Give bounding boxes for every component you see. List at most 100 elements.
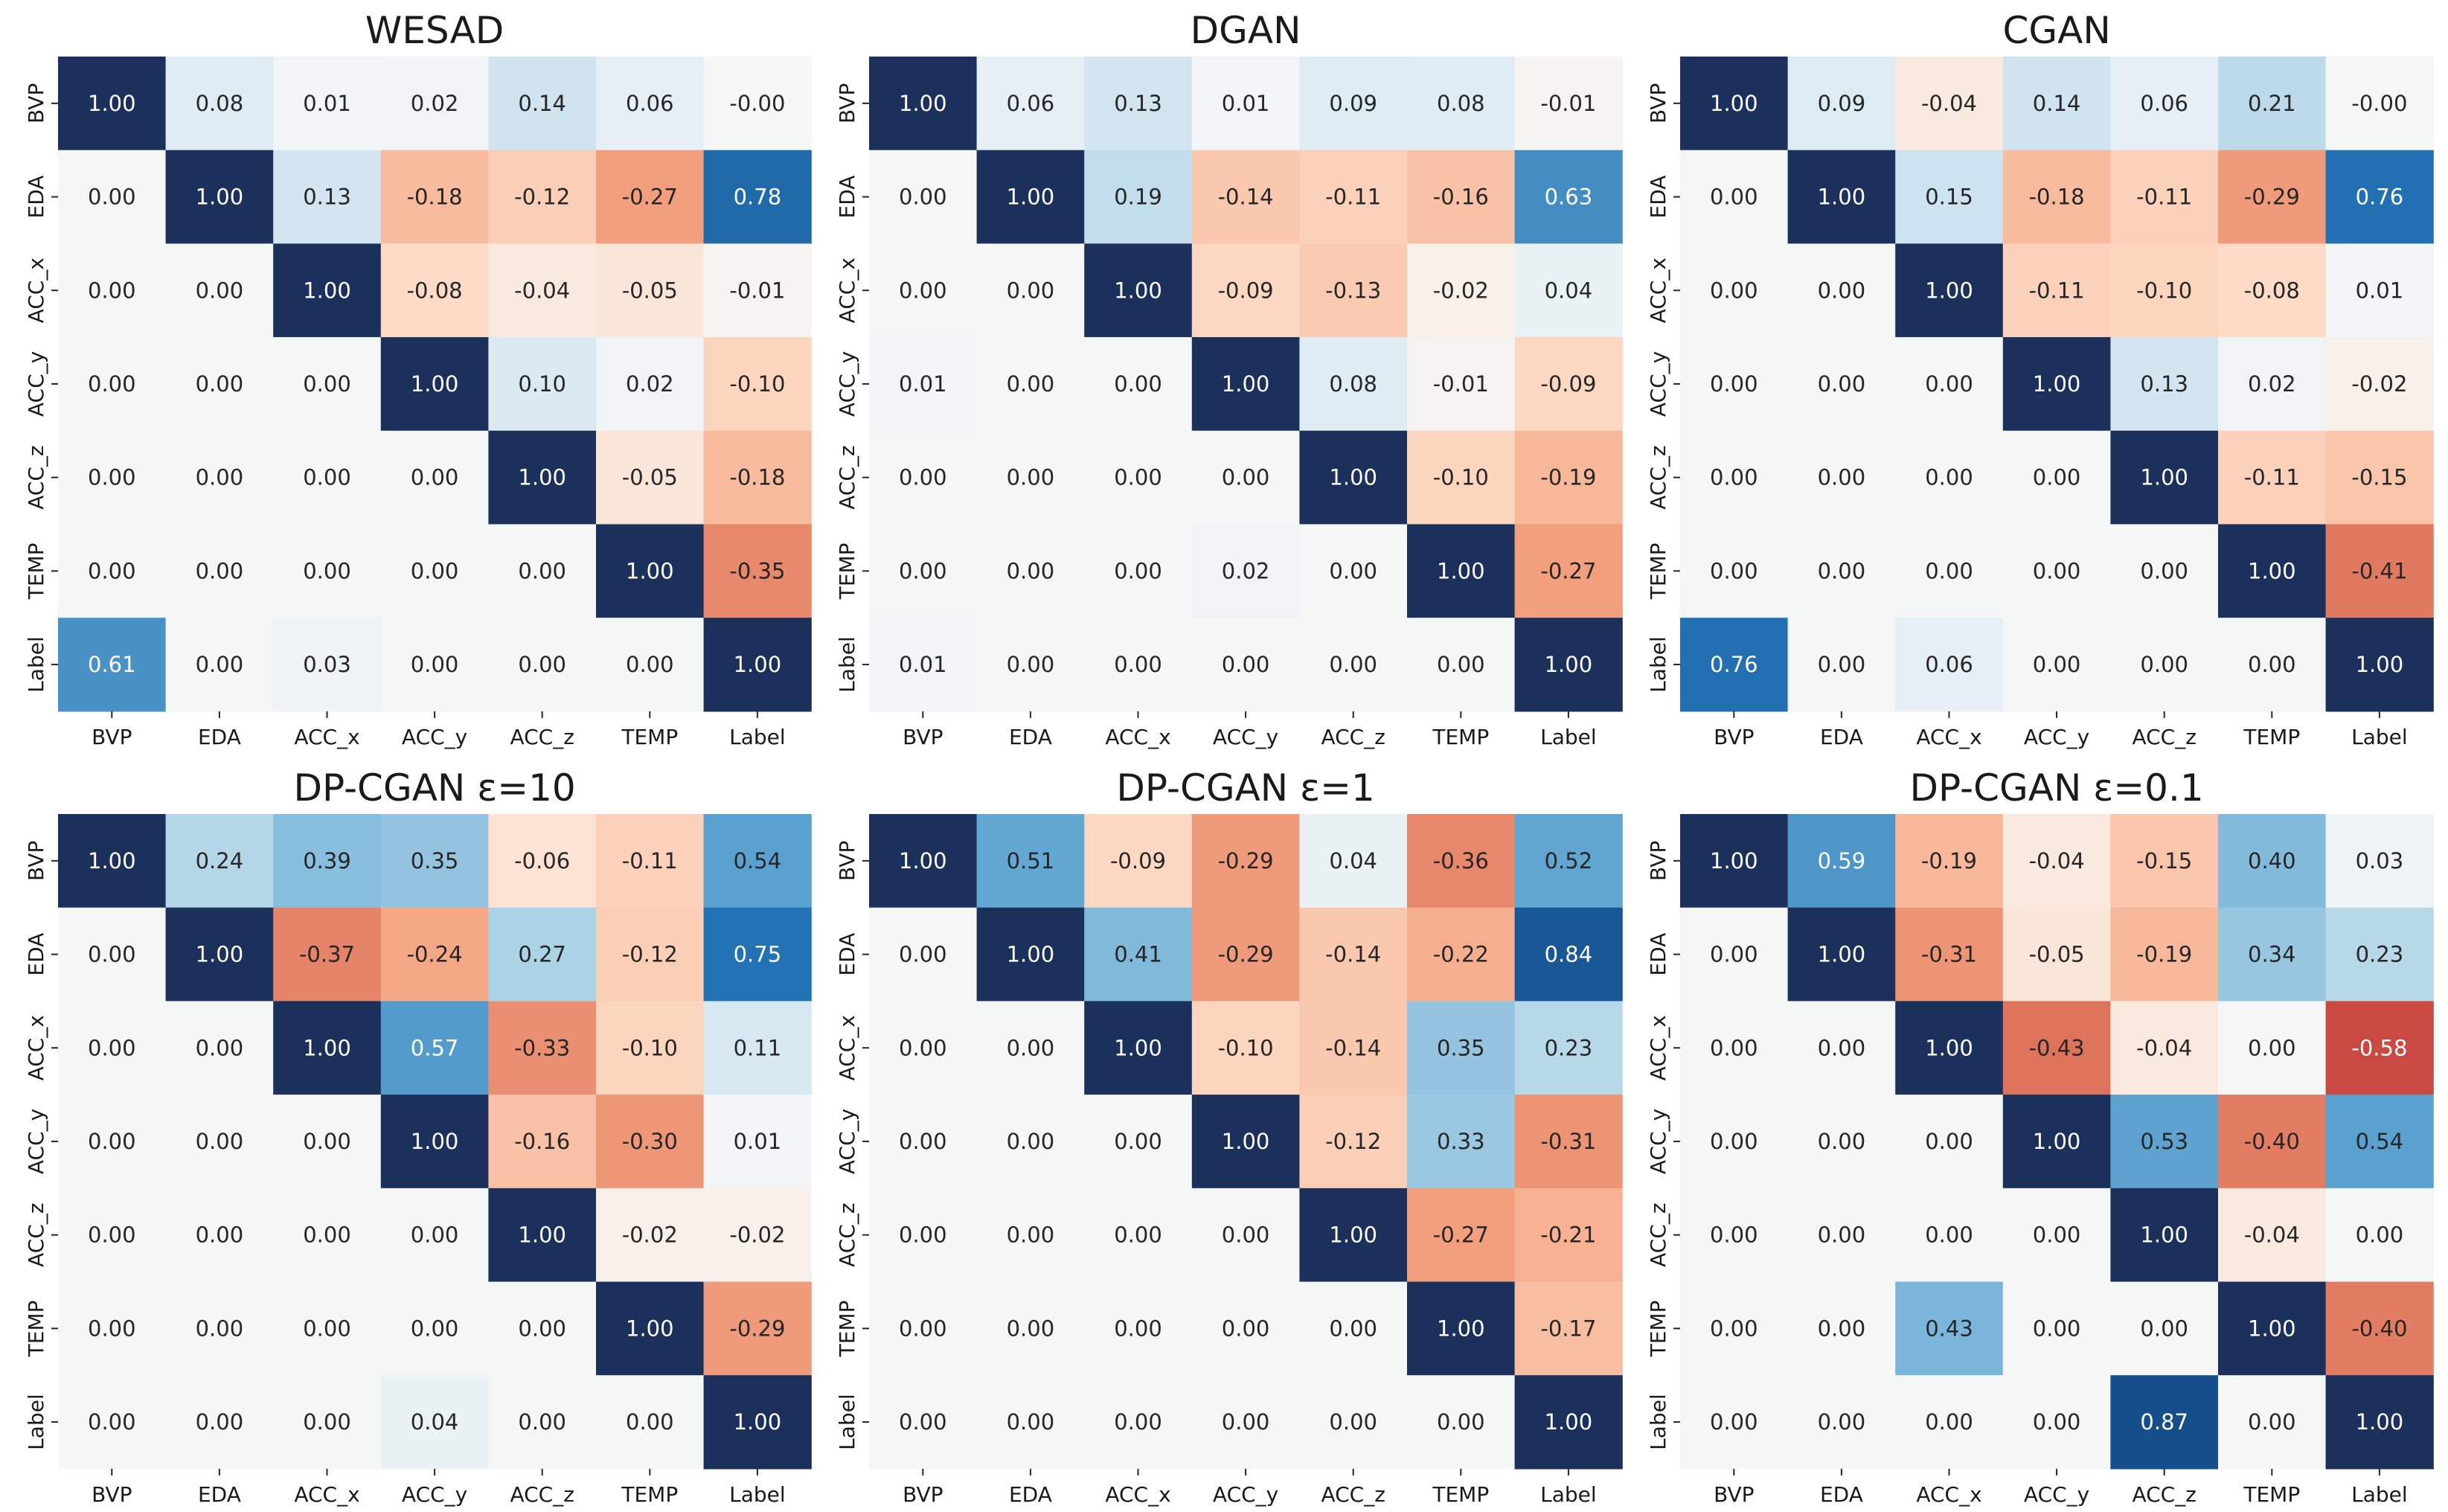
y-tick-label: Label [835,1394,859,1450]
x-tick-label: ACC_z [2132,725,2196,749]
heatmap-cell [273,1188,382,1283]
cell-value-label: -0.31 [1921,942,1977,967]
heatmap-cell [58,524,167,618]
cell-value-label: 0.01 [2356,278,2404,303]
cell-value-label: 0.13 [303,185,351,210]
heatmap-cell [165,243,274,338]
heatmap-cell [1191,1281,1300,1376]
heatmap-cell [869,1375,978,1470]
heatmap-cell [2002,1375,2111,1470]
cell-value-label: 0.00 [1925,371,1973,397]
cell-value-label: 0.00 [899,1316,947,1341]
cell-value-label: 0.78 [734,185,782,210]
heatmap-cell [1191,618,1300,712]
heatmap-cell [273,1375,382,1470]
heatmap-cell [2325,1375,2434,1470]
y-tick-label: Label [24,636,48,693]
heatmap-cell [1407,1281,1516,1376]
heatmap-cell [1514,814,1623,909]
cell-value-label: -0.35 [729,558,785,583]
heatmap-cell [1680,243,1789,338]
heatmap-cell [2002,57,2111,151]
cell-value-label: -0.04 [1921,91,1977,116]
cell-value-label: -0.04 [2244,1223,2300,1248]
cell-value-label: -0.10 [1433,465,1489,490]
cell-value-label: 0.00 [88,278,136,303]
cell-value-label: 0.06 [1925,652,1973,677]
heatmap-cell [58,1375,167,1470]
y-tick-label: ACC_x [1646,1015,1670,1080]
cell-value-label: 0.00 [2248,1409,2296,1435]
y-tick-label: ACC_y [835,1109,859,1174]
cell-value-label: -0.31 [1540,1129,1596,1154]
x-tick-label: BVP [92,1482,132,1507]
heatmap-cell [58,1281,167,1376]
heatmap-cell [2325,1095,2434,1189]
heatmap-cell [1299,150,1408,244]
y-tick-label: ACC_x [835,257,859,323]
cell-value-label: 0.00 [88,1223,136,1248]
cell-value-label: 0.04 [1329,848,1377,874]
cell-value-label: 0.03 [2356,848,2404,874]
cell-value-label: 1.00 [1545,652,1593,677]
heatmap-cell [2110,907,2219,1002]
cell-value-label: 1.00 [1114,278,1162,303]
heatmap-cell [1299,1188,1408,1283]
heatmap-cell [2218,618,2327,712]
cell-value-label: 0.14 [2033,91,2081,116]
cell-value-label: 0.41 [1114,942,1162,967]
cell-value-label: 0.00 [626,652,674,677]
heatmap-cell [1191,814,1300,909]
cell-value-label: 0.00 [1710,1409,1758,1435]
heatmap-cell [1680,1095,1789,1189]
cell-value-label: 1.00 [2248,558,2296,583]
cell-value-label: -0.18 [407,185,463,210]
cell-value-label: 0.01 [734,1129,782,1154]
cell-value-label: 0.00 [1007,278,1055,303]
heatmap-cell [1407,430,1516,525]
cell-value-label: 0.00 [1114,1409,1162,1435]
heatmap-cell [703,430,812,525]
panel-title: CGAN [2002,9,2110,52]
heatmap-cell [869,814,978,909]
heatmap-cell [488,1281,597,1376]
cell-value-label: 0.00 [1114,558,1162,583]
heatmap-cell [869,57,978,151]
heatmap-panel-cgan: CGAN 1.00 0.09 -0.04 0.14 0.06 0.21 -0.00 0.00 1.… [1646,9,2434,749]
cell-value-label: 0.00 [88,1316,136,1341]
cell-value-label: 0.00 [411,465,459,490]
cell-value-label: 0.00 [1710,942,1758,967]
heatmap-cell [1895,907,2004,1002]
cell-value-label: 0.03 [303,652,351,677]
heatmap-cell [1787,1375,1896,1470]
cell-value-label: -0.11 [622,848,678,874]
cell-value-label: 0.00 [1925,1223,1973,1248]
heatmap-cell [976,618,1085,712]
cell-value-label: 1.00 [88,91,136,116]
cell-value-label: -0.16 [514,1129,570,1154]
heatmap-cell [1299,524,1408,618]
x-tick-label: BVP [903,1482,943,1507]
heatmap-cell [1084,57,1193,151]
heatmap-cell [2002,1188,2111,1283]
heatmap-cell [2002,243,2111,338]
cell-value-label: 0.00 [1710,278,1758,303]
y-tick-label: TEMP [835,542,859,600]
cell-value-label: 0.00 [1114,652,1162,677]
heatmap-cell [2325,243,2434,338]
heatmap-cell [596,1001,705,1095]
cell-value-label: -0.09 [1218,278,1274,303]
cell-value-label: -0.24 [407,942,463,967]
cell-value-label: 0.00 [411,1223,459,1248]
heatmap-cell [2002,1281,2111,1376]
heatmap-cell [380,1188,489,1283]
cell-value-label: 0.84 [1545,942,1593,967]
heatmap-panel-dgan: DGAN 1.00 0.06 0.13 0.01 0.09 0.08 -0.01 0.00 1.0… [835,9,1623,749]
heatmap-cell [2002,618,2111,712]
cell-value-label: 0.00 [1114,465,1162,490]
heatmap-cell [1407,618,1516,712]
cell-value-label: 0.00 [1007,558,1055,583]
cell-value-label: 0.00 [88,1035,136,1060]
cell-value-label: -0.14 [1325,1035,1381,1060]
heatmap-cell [1680,430,1789,525]
